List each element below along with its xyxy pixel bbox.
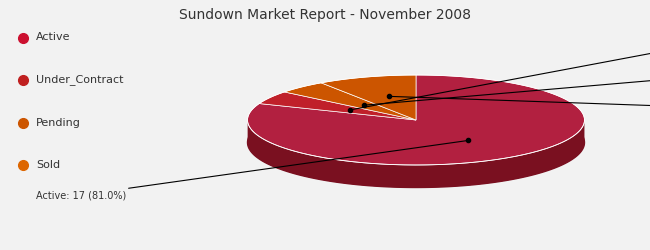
- Polygon shape: [259, 92, 416, 120]
- Text: Active: 17 (81.0%): Active: 17 (81.0%): [36, 140, 468, 200]
- Polygon shape: [248, 98, 584, 188]
- Text: Sundown Market Report - November 2008: Sundown Market Report - November 2008: [179, 8, 471, 22]
- Text: Under_Contract: Under_Contract: [36, 74, 124, 86]
- Text: Under_Contract: 1 (4.8%): Under_Contract: 1 (4.8%): [350, 32, 650, 110]
- Text: Sold: 2 (9.5%): Sold: 2 (9.5%): [389, 96, 650, 112]
- Text: Sold: Sold: [36, 160, 60, 170]
- Text: Pending: 1 (4.8%): Pending: 1 (4.8%): [365, 70, 650, 105]
- Polygon shape: [284, 83, 416, 120]
- Polygon shape: [248, 121, 584, 188]
- Text: Active: Active: [36, 32, 70, 42]
- Polygon shape: [248, 75, 584, 165]
- Polygon shape: [321, 75, 416, 120]
- Text: Pending: Pending: [36, 118, 81, 128]
